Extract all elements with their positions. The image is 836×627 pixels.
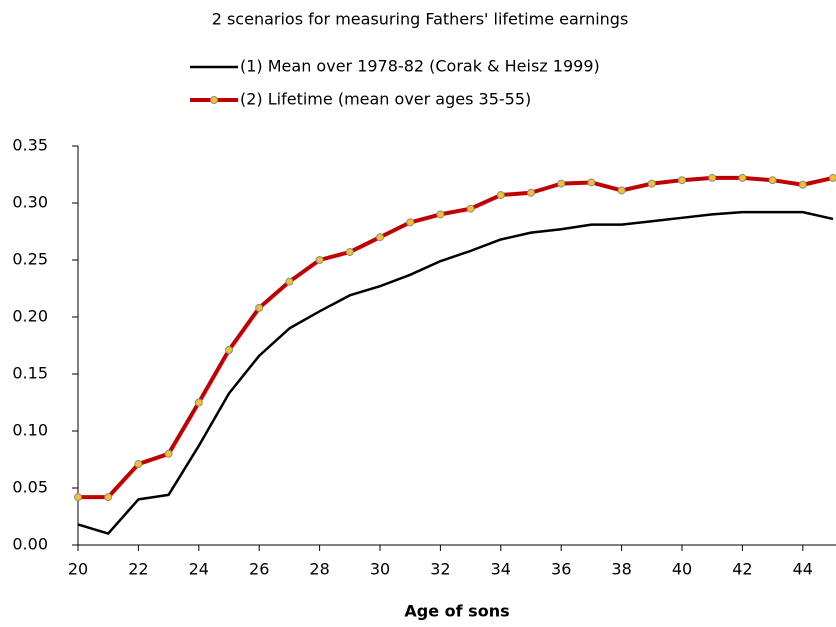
y-tick-label: 0.10	[12, 421, 48, 440]
series-marker	[678, 176, 686, 185]
series-marker	[164, 449, 173, 458]
series-marker	[527, 188, 535, 197]
series-marker	[617, 186, 626, 195]
series-marker	[315, 256, 324, 264]
series-marker	[406, 218, 415, 227]
series-line	[77, 210, 834, 535]
series-marker	[708, 173, 717, 182]
series-marker	[587, 178, 596, 187]
x-tick-label: 22	[128, 560, 148, 579]
y-tick-label: 0.00	[12, 535, 48, 554]
series-marker	[768, 176, 777, 185]
legend-label: (1) Mean over 1978-82 (Corak & Heisz 199…	[240, 57, 600, 76]
x-tick-label: 28	[309, 560, 329, 579]
x-tick-label: 20	[68, 560, 88, 579]
x-tick-label: 34	[491, 560, 511, 579]
series-marker	[74, 493, 82, 502]
series-marker	[496, 191, 505, 200]
x-tick-label: 36	[551, 560, 571, 579]
series-line	[78, 175, 834, 500]
x-tick-label: 44	[793, 560, 813, 579]
x-tick-label: 26	[249, 560, 269, 579]
series-marker	[194, 398, 203, 407]
series-marker	[376, 233, 384, 242]
series-marker	[738, 173, 747, 182]
series-marker	[829, 173, 836, 182]
x-tick-label: 38	[611, 560, 631, 579]
legend-marker	[210, 96, 218, 104]
series-marker	[285, 277, 294, 286]
series-marker	[134, 460, 143, 469]
x-axis-label: Age of sons	[404, 602, 509, 621]
y-tick-label: 0.20	[12, 307, 48, 326]
x-tick-label: 32	[430, 560, 450, 579]
x-tick-label: 24	[189, 560, 209, 579]
series-marker	[345, 248, 354, 257]
chart-title: 2 scenarios for measuring Fathers' lifet…	[212, 10, 629, 29]
series-marker	[255, 303, 264, 312]
series-marker	[557, 179, 566, 188]
series-marker	[466, 204, 475, 213]
series-marker	[647, 179, 656, 188]
series-marker	[225, 346, 233, 355]
y-tick-label: 0.35	[12, 136, 48, 155]
series-marker	[104, 493, 113, 502]
x-tick-label: 42	[732, 560, 752, 579]
x-tick-label: 30	[370, 560, 390, 579]
series-marker	[798, 180, 807, 189]
y-tick-label: 0.25	[12, 250, 48, 269]
y-tick-label: 0.05	[12, 478, 48, 497]
y-tick-label: 0.15	[12, 364, 48, 383]
legend-label: (2) Lifetime (mean over ages 35-55)	[240, 90, 531, 109]
x-tick-label: 40	[672, 560, 692, 579]
y-tick-label: 0.30	[12, 193, 48, 212]
series-marker	[436, 210, 445, 219]
